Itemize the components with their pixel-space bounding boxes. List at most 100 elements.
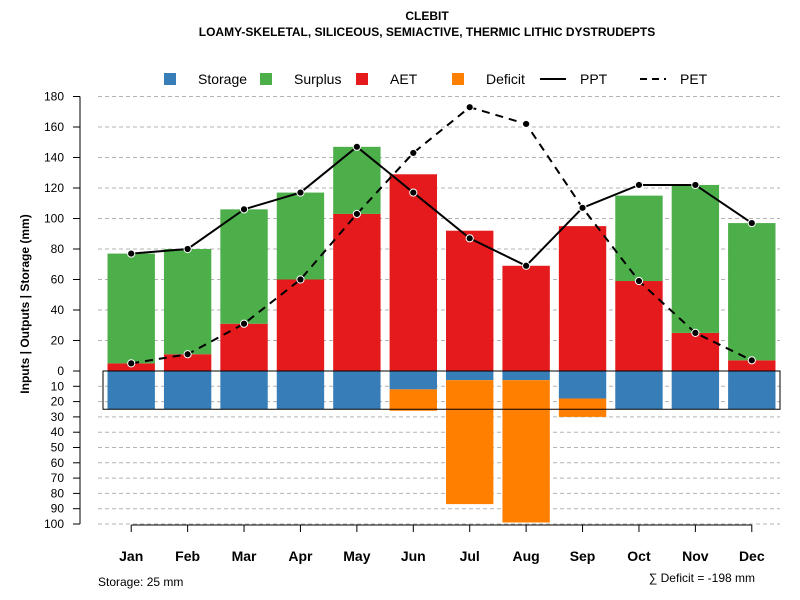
ppt-point xyxy=(522,261,531,270)
bars xyxy=(102,146,781,523)
aet-bar xyxy=(276,279,325,371)
ppt-point xyxy=(239,205,249,214)
aet-bar xyxy=(446,230,494,371)
storage-bar xyxy=(728,371,776,410)
y-tick-label: 40 xyxy=(51,425,65,439)
ppt-line xyxy=(131,145,753,267)
aet-bar xyxy=(163,354,212,371)
x-tick-label: Aug xyxy=(513,548,540,564)
footer-deficit-sum: ∑ Deficit = -198 mm xyxy=(649,571,755,585)
y-tick-label: 70 xyxy=(51,471,65,485)
surplus-bar xyxy=(220,209,268,324)
y-tick-label: 10 xyxy=(51,379,65,393)
gridlines xyxy=(98,96,780,525)
surplus-bar xyxy=(728,223,776,361)
chart-subtitle: LOAMY-SKELETAL, SILICEOUS, SEMIACTIVE, T… xyxy=(199,25,655,39)
x-tick-label: Feb xyxy=(175,548,200,564)
y-tick-label: 100 xyxy=(44,212,64,226)
aet-bar xyxy=(333,213,381,371)
legend-label-pet: PET xyxy=(680,71,708,87)
pet-point xyxy=(409,148,418,158)
pet-point xyxy=(239,319,249,328)
storage-bar xyxy=(163,371,212,410)
storage-bar xyxy=(671,371,720,410)
storage-bar xyxy=(107,371,155,410)
legend-swatch-storage xyxy=(164,73,176,85)
ppt-point xyxy=(183,244,192,254)
legend-label-storage: Storage xyxy=(198,71,247,87)
y-tick-label: 140 xyxy=(44,151,64,165)
storage-bar xyxy=(615,371,663,410)
ppt-point xyxy=(691,180,700,190)
chart-title: CLEBIT xyxy=(405,9,449,23)
legend-swatch-surplus xyxy=(260,73,272,85)
storage-bar xyxy=(446,371,494,381)
x-tick-label: Apr xyxy=(288,548,313,564)
pet-point xyxy=(578,203,587,212)
legend-swatch-aet xyxy=(356,73,368,85)
ppt-point xyxy=(634,180,644,190)
legend-label-surplus: Surplus xyxy=(294,71,341,87)
series-lines xyxy=(127,103,756,368)
surplus-bar xyxy=(333,146,381,214)
deficit-bar xyxy=(389,389,437,411)
x-tick-label: Sep xyxy=(570,548,596,564)
deficit-bar xyxy=(502,380,550,523)
x-tick-label: Oct xyxy=(627,548,651,564)
storage-bar xyxy=(220,371,268,410)
aet-bar xyxy=(220,323,268,371)
x-tick-label: Mar xyxy=(232,548,257,564)
surplus-bar xyxy=(276,192,325,280)
pet-point xyxy=(465,103,474,112)
pet-point xyxy=(747,356,756,365)
y-tick-label: 120 xyxy=(44,181,64,195)
deficit-bar xyxy=(446,380,494,505)
y-tick-label: 60 xyxy=(51,456,65,470)
x-tick-label: Jul xyxy=(460,548,480,564)
y-tick-label: 60 xyxy=(51,273,65,287)
footer-storage-note: Storage: 25 mm xyxy=(98,575,183,589)
y-tick-label: 20 xyxy=(51,395,65,409)
aet-bar xyxy=(389,174,437,371)
y-tick-label: 40 xyxy=(51,303,65,317)
aet-bar xyxy=(671,332,720,371)
surplus-bar xyxy=(615,195,663,282)
storage-capacity-box xyxy=(102,370,781,410)
aet-bar xyxy=(502,265,550,371)
y-tick-label: 90 xyxy=(51,502,65,516)
legend-label-ppt: PPT xyxy=(580,71,608,87)
ppt-point xyxy=(747,218,756,228)
y-tick-label: 20 xyxy=(51,334,65,348)
ppt-point xyxy=(296,188,305,197)
storage-bar xyxy=(333,371,381,410)
ppt-point xyxy=(352,142,361,151)
aet-bar xyxy=(728,360,776,371)
x-tick-label: Jun xyxy=(401,548,426,564)
ppt-point xyxy=(409,188,418,197)
surplus-bar xyxy=(671,184,720,333)
pet-point xyxy=(522,119,531,129)
y-tick-label: 50 xyxy=(51,441,65,455)
storage-bar xyxy=(276,371,325,410)
legend-label-aet: AET xyxy=(390,71,418,87)
x-tick-label: Dec xyxy=(739,548,765,564)
y-tick-label: 0 xyxy=(57,364,64,378)
x-tick-label: Nov xyxy=(682,548,709,564)
deficit-bar xyxy=(558,398,607,417)
aet-bar xyxy=(615,281,663,371)
aet-bar xyxy=(558,226,607,371)
axes: 0204060801001201401601801020304050607080… xyxy=(44,90,765,565)
surplus-bar xyxy=(107,253,155,364)
legend-swatch-deficit xyxy=(452,73,464,85)
surplus-bar xyxy=(163,249,212,355)
storage-bar xyxy=(502,371,550,381)
y-tick-label: 100 xyxy=(44,517,64,531)
pet-line xyxy=(131,106,753,365)
y-axis-label: Inputs | Outputs | Storage (mm) xyxy=(18,214,32,393)
pet-point xyxy=(183,350,192,359)
legend-label-deficit: Deficit xyxy=(486,71,525,87)
y-tick-label: 160 xyxy=(44,120,64,134)
ppt-point xyxy=(465,234,474,243)
y-tick-label: 80 xyxy=(51,486,65,500)
